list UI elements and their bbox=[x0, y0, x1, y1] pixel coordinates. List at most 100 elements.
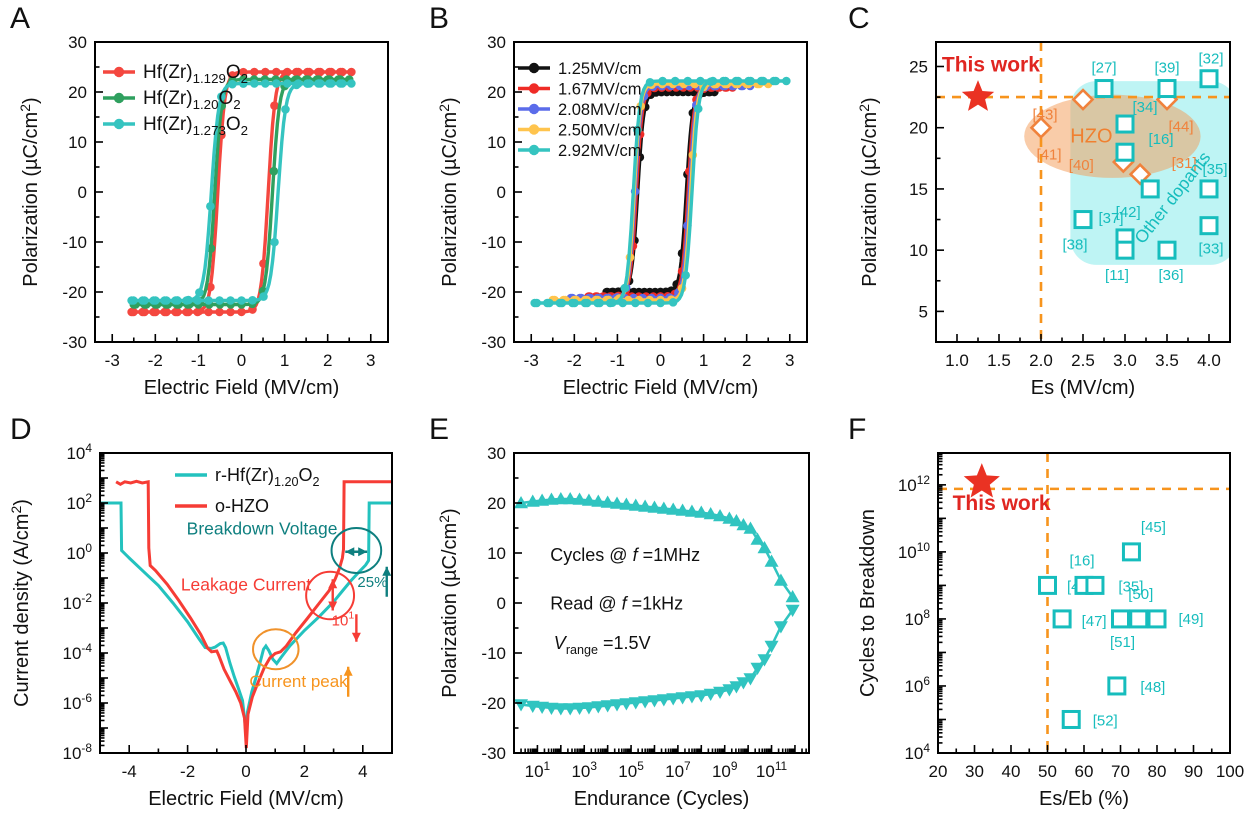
svg-text:[50]: [50] bbox=[1128, 586, 1153, 603]
svg-text:50: 50 bbox=[1038, 762, 1057, 781]
svg-text:[16]: [16] bbox=[1069, 552, 1094, 569]
svg-text:[35]: [35] bbox=[1118, 578, 1143, 595]
svg-text:[35]: [35] bbox=[1202, 161, 1227, 178]
svg-text:r-Hf(Zr)1.20O2: r-Hf(Zr)1.20O2 bbox=[215, 465, 320, 489]
svg-text:30: 30 bbox=[68, 33, 87, 52]
svg-text:10: 10 bbox=[487, 133, 506, 152]
svg-text:0: 0 bbox=[241, 762, 250, 781]
svg-text:[11]: [11] bbox=[1105, 267, 1129, 284]
panel-A-label: A bbox=[10, 2, 31, 35]
svg-text:30: 30 bbox=[487, 33, 506, 52]
svg-text:o-HZO: o-HZO bbox=[215, 496, 269, 516]
svg-text:Hf(Zr)1.273O2: Hf(Zr)1.273O2 bbox=[143, 114, 248, 138]
svg-text:100: 100 bbox=[1216, 762, 1244, 781]
svg-text:[31]: [31] bbox=[1172, 155, 1197, 172]
svg-text:[34]: [34] bbox=[1132, 99, 1157, 116]
panel-E: E Cycles @ f =1MHz Read @ f =1kHz Vrange =… bbox=[419, 411, 837, 822]
panel-E-label: E bbox=[429, 413, 450, 446]
svg-text:[49]: [49] bbox=[1178, 611, 1203, 628]
svg-text:[39]: [39] bbox=[1154, 60, 1179, 77]
svg-text:104: 104 bbox=[904, 741, 930, 763]
panel-C-chart: [41] [43] [40] [31] [44] [27] [39] [32] [34] [16]… bbox=[856, 41, 1231, 399]
svg-text:-3: -3 bbox=[105, 351, 120, 370]
svg-text:10: 10 bbox=[909, 241, 928, 260]
svg-text:-1: -1 bbox=[191, 351, 206, 370]
svg-text:Electric Field (MV/cm): Electric Field (MV/cm) bbox=[144, 377, 340, 399]
svg-text:20: 20 bbox=[487, 494, 506, 513]
panel-A: A Hf(Zr)1.129O2 Hf(Zr)1.20O2 Hf(Zr)1.273O2… bbox=[0, 0, 418, 411]
svg-text:30: 30 bbox=[487, 444, 506, 463]
svg-text:25%: 25% bbox=[357, 574, 387, 591]
svg-text:-20: -20 bbox=[481, 283, 506, 302]
svg-text:2.5: 2.5 bbox=[1071, 351, 1095, 370]
svg-text:3.0: 3.0 bbox=[1113, 351, 1137, 370]
svg-text:2: 2 bbox=[742, 351, 751, 370]
svg-text:1.67MV/cm: 1.67MV/cm bbox=[558, 81, 641, 99]
svg-text:This work: This work bbox=[953, 492, 1051, 515]
svg-text:90: 90 bbox=[1184, 762, 1203, 781]
svg-text:Polarization (µC/cm2): Polarization (µC/cm2) bbox=[17, 97, 42, 286]
svg-text:Es (MV/cm): Es (MV/cm) bbox=[1031, 377, 1135, 399]
svg-text:[36]: [36] bbox=[1158, 267, 1183, 284]
svg-text:102: 102 bbox=[66, 491, 92, 513]
svg-text:HZO: HZO bbox=[1070, 125, 1112, 147]
svg-text:-20: -20 bbox=[481, 694, 506, 713]
svg-text:-2: -2 bbox=[567, 351, 582, 370]
svg-text:10: 10 bbox=[68, 133, 87, 152]
svg-text:1.5: 1.5 bbox=[987, 351, 1011, 370]
panel-C: C [41] [43] [40] [31] [44] [27] [39] [32] [34] [1… bbox=[838, 0, 1256, 411]
panel-F-label: F bbox=[848, 413, 867, 446]
svg-text:[51]: [51] bbox=[1110, 634, 1135, 651]
svg-text:[40]: [40] bbox=[1069, 157, 1094, 174]
svg-text:3.5: 3.5 bbox=[1155, 351, 1179, 370]
svg-text:3: 3 bbox=[366, 351, 375, 370]
svg-text:1010: 1010 bbox=[898, 540, 931, 562]
svg-text:Read @ f =1kHz: Read @ f =1kHz bbox=[550, 594, 683, 614]
svg-text:[41]: [41] bbox=[1036, 147, 1061, 164]
svg-text:1: 1 bbox=[699, 351, 708, 370]
svg-text:1.0: 1.0 bbox=[945, 351, 969, 370]
svg-text:[33]: [33] bbox=[1198, 241, 1223, 258]
panel-D-label: D bbox=[10, 413, 32, 446]
svg-text:2: 2 bbox=[300, 762, 309, 781]
svg-text:2.0: 2.0 bbox=[1029, 351, 1053, 370]
svg-text:[47]: [47] bbox=[1082, 613, 1107, 630]
panel-B-label: B bbox=[429, 2, 450, 35]
svg-text:-4: -4 bbox=[122, 762, 137, 781]
svg-text:106: 106 bbox=[904, 674, 930, 696]
svg-text:-1: -1 bbox=[610, 351, 625, 370]
svg-text:Polarization (µC/cm2): Polarization (µC/cm2) bbox=[436, 97, 461, 286]
svg-text:10-8: 10-8 bbox=[63, 741, 93, 763]
svg-text:Endurance (Cycles): Endurance (Cycles) bbox=[574, 788, 750, 810]
svg-text:[42]: [42] bbox=[1116, 204, 1141, 221]
svg-text:Hf(Zr)1.129O2: Hf(Zr)1.129O2 bbox=[143, 62, 248, 86]
svg-text:80: 80 bbox=[1148, 762, 1167, 781]
svg-text:0: 0 bbox=[497, 594, 506, 613]
svg-text:[38]: [38] bbox=[1062, 237, 1087, 254]
svg-text:15: 15 bbox=[909, 180, 928, 199]
svg-text:109: 109 bbox=[712, 759, 738, 781]
svg-text:0: 0 bbox=[78, 183, 87, 202]
svg-text:Breakdown Voltage: Breakdown Voltage bbox=[187, 518, 338, 538]
svg-text:[52]: [52] bbox=[1093, 712, 1118, 729]
svg-text:108: 108 bbox=[904, 607, 930, 629]
svg-text:-10: -10 bbox=[62, 233, 87, 252]
svg-text:Current density (A/cm2): Current density (A/cm2) bbox=[8, 499, 33, 707]
svg-text:20: 20 bbox=[68, 83, 87, 102]
svg-text:2: 2 bbox=[323, 351, 332, 370]
svg-text:20: 20 bbox=[929, 762, 948, 781]
svg-text:[37]: [37] bbox=[1098, 210, 1123, 227]
svg-text:[32]: [32] bbox=[1198, 51, 1223, 68]
svg-text:0: 0 bbox=[237, 351, 246, 370]
svg-text:101: 101 bbox=[525, 759, 551, 781]
svg-text:104: 104 bbox=[66, 441, 92, 463]
svg-text:Polarization (µC/cm2): Polarization (µC/cm2) bbox=[436, 508, 461, 697]
svg-text:1011: 1011 bbox=[756, 759, 788, 781]
svg-text:Cycles to Breakdown: Cycles to Breakdown bbox=[857, 509, 879, 697]
svg-text:Current peak: Current peak bbox=[249, 672, 348, 691]
svg-text:Electric Field (MV/cm): Electric Field (MV/cm) bbox=[148, 788, 344, 810]
svg-text:105: 105 bbox=[618, 759, 644, 781]
svg-text:-3: -3 bbox=[524, 351, 539, 370]
